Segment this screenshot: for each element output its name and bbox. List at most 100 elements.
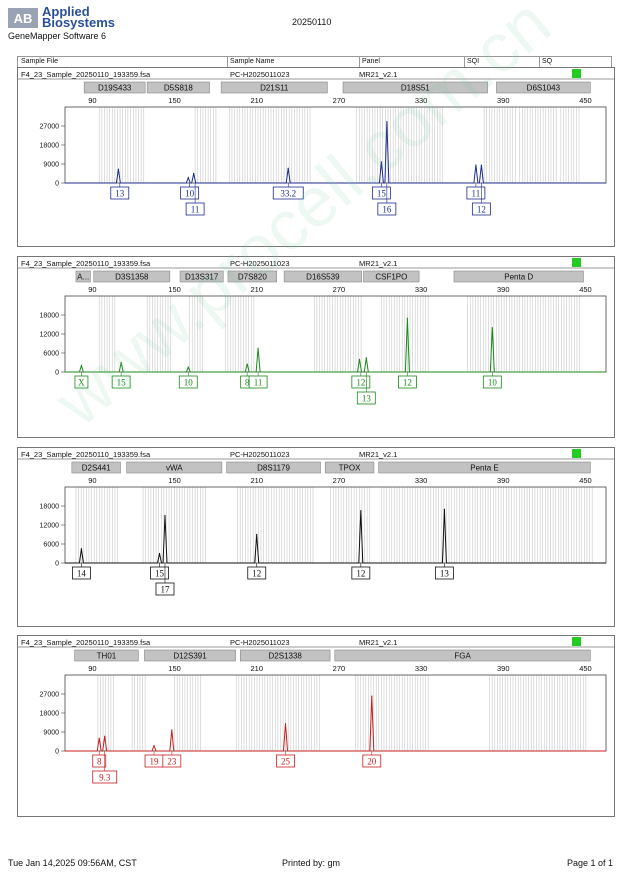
peak-apex [380,161,382,163]
print-timestamp: Tue Jan 14,2025 09:56AM, CST [8,858,137,868]
allele-call-box [276,754,295,768]
x-tick-label: 210 [250,476,263,485]
signal-trace [65,121,606,184]
panel-sample-file: F4_23_Sample_20250110_193359.fsa [21,70,151,79]
allele-call-label: 11 [191,205,200,215]
marker-label: D2S1338 [269,652,303,661]
allele-call-label: 8 [245,378,250,388]
x-tick-label: 90 [88,285,96,294]
marker-label: A... [77,273,89,282]
y-tick-label: 9000 [43,162,59,169]
allele-call-box [356,391,376,405]
peak-apex [153,745,155,747]
allele-call-box [110,186,130,200]
panel-panel-name: MR21_v2.1 [359,450,397,459]
peak-apex [80,548,83,550]
plot-frame [64,674,607,752]
peak-apex [104,735,106,737]
marker-label: D18S51 [401,84,430,93]
peak-apex [443,508,445,510]
allele-call-box [150,566,169,580]
marker-bar [179,270,224,283]
panel-sample-file: F4_23_Sample_20250110_193359.fsa [21,259,151,268]
allele-call-box [92,754,107,768]
peak-apex [287,167,289,169]
allele-call-box [247,566,267,580]
allele-call-box [111,375,131,389]
allele-call-label: 11 [254,378,263,388]
peak-apex [120,361,122,364]
allele-call-box [371,186,391,200]
allele-call-label: 15 [377,189,387,199]
logo-mark: AB [14,11,33,26]
marker-bar [283,270,362,283]
allele-call-label: 10 [184,378,194,388]
marker-bar [126,461,223,474]
marker-label: CSF1PO [375,273,407,282]
allele-call-box [351,566,371,580]
panel-panel-name: MR21_v2.1 [359,638,397,647]
allele-call-label: 12 [477,205,486,215]
y-tick-label: 12000 [40,332,60,339]
allele-call-label: 10 [185,189,195,199]
x-tick-label: 210 [250,285,263,294]
page-number: Page 1 of 1 [567,858,614,868]
marker-label: D6S1043 [527,84,561,93]
marker-bar [363,270,420,283]
allele-call-box [92,770,118,784]
allele-call-box [466,186,486,200]
marker-bar [240,649,331,662]
y-tick-label: 18000 [40,143,60,150]
allele-call-label: 9.3 [99,773,111,783]
electropherogram-panel-blue: F4_23_Sample_20250110_193359.fsa PC-H2025… [17,67,615,247]
x-tick-label: 330 [415,664,428,673]
marker-label: Penta D [504,273,533,282]
allele-call-box [178,375,198,389]
sq-status-indicator [572,258,581,267]
electropherogram-panel-red: F4_23_Sample_20250110_193359.fsa PC-H2025… [17,635,615,817]
x-tick-label: 210 [250,664,263,673]
allele-call-box [482,375,502,389]
allele-call-box [471,202,491,216]
report-date: 20250110 [292,17,332,27]
peak-apex [187,177,189,179]
marker-bar [146,81,210,94]
allele-call-label: 19 [150,757,160,767]
x-tick-label: 270 [333,96,346,105]
allele-call-box [351,375,371,389]
brand-name: Applied Biosystems [42,5,115,29]
marker-bar [75,270,91,283]
marker-label: D8S1179 [257,464,290,473]
signal-trace [65,696,606,752]
allele-call-box [272,186,304,200]
col-panel: Panel [362,58,380,65]
allele-call-label: 13 [440,569,450,579]
allele-call-label: 17 [160,585,170,595]
marker-label: D21S11 [260,84,289,93]
x-tick-label: 450 [579,664,592,673]
x-tick-label: 150 [168,664,181,673]
marker-bar [378,461,591,474]
allele-call-box [155,582,175,596]
col-sample-name: Sample Name [230,58,275,65]
x-tick-label: 390 [497,664,510,673]
marker-bar [83,81,146,94]
marker-label: FGA [454,652,471,661]
x-tick-label: 270 [333,476,346,485]
peak-apex [284,722,287,725]
y-tick-label: 18000 [40,504,60,511]
software-name: GeneMapper Software 6 [8,31,107,41]
allele-call-label: 11 [472,189,481,199]
x-tick-label: 450 [579,96,592,105]
peak-apex [256,533,258,536]
x-tick-label: 150 [168,96,181,105]
allele-call-label: 14 [77,569,87,579]
marker-bar [226,461,321,474]
panel-panel-name: MR21_v2.1 [359,70,397,79]
x-tick-label: 450 [579,285,592,294]
panel-sample-name: PC-H2025011023 [230,450,290,459]
panel-sample-name: PC-H2025011023 [230,638,290,647]
allele-call-label: 20 [367,757,377,767]
allele-call-box [162,754,182,768]
marker-bar [93,270,171,283]
